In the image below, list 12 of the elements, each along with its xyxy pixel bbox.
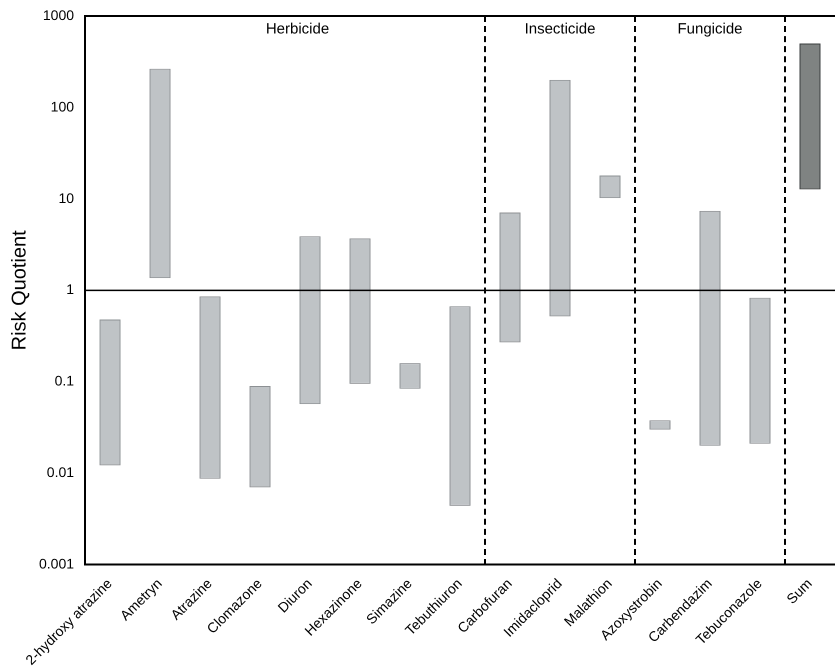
annotation: Fungicide bbox=[677, 20, 743, 38]
annotation: Insecticide bbox=[524, 20, 596, 38]
y-tick-label: 100 bbox=[50, 98, 74, 114]
y-tick-label: 10 bbox=[58, 190, 74, 206]
y-tick-label: 1 bbox=[66, 281, 74, 298]
y-tick-label: 0.01 bbox=[46, 464, 74, 480]
x-tick-label: Sum bbox=[783, 575, 815, 607]
y-tick-label: 0.001 bbox=[38, 556, 74, 572]
annotation: Herbicide bbox=[266, 20, 330, 38]
y-tick-label: 1000 bbox=[42, 6, 74, 23]
y-axis-title: Risk Quotient bbox=[8, 230, 31, 350]
y-tick-label: 0.1 bbox=[54, 372, 74, 389]
